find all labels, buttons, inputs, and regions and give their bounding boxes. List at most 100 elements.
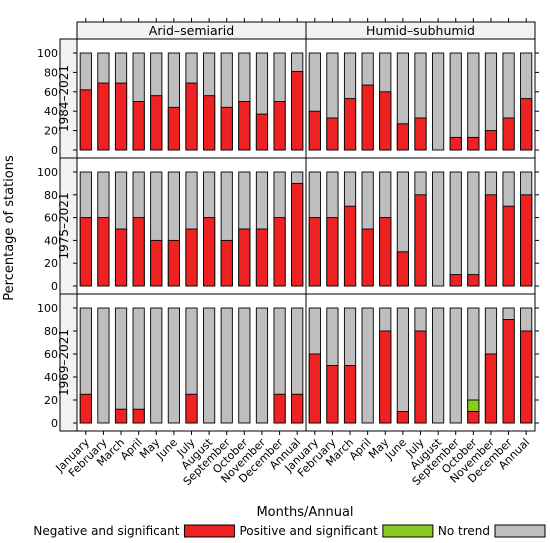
legend-swatch-positive-and-significant (382, 524, 434, 538)
x-axis-label: Months/Annual (256, 505, 353, 520)
y-tick-label: 80 (44, 66, 58, 79)
panel-2-0 (79, 307, 304, 424)
panels-layer (79, 52, 533, 424)
panel-2-1 (308, 307, 533, 424)
bar-positive-december (502, 205, 515, 287)
y-tick-label: 80 (44, 189, 58, 202)
bar-positive-annual (291, 182, 304, 287)
bar-positive-june (396, 411, 409, 424)
bar-positive-annual (520, 330, 533, 424)
y-tick-label: 100 (37, 166, 58, 179)
bar-positive-november (484, 194, 498, 287)
y-tick-label: 60 (44, 212, 58, 225)
bar-no-trend-september (220, 307, 233, 424)
bar-positive-november (255, 228, 269, 287)
y-tick-label: 20 (44, 257, 58, 270)
bar-positive-july (414, 117, 427, 151)
bar-positive-july (185, 82, 198, 151)
bar-no-trend-august (432, 171, 445, 287)
legend: Negative and significant Positive and sig… (33, 524, 546, 538)
bar-no-trend-september (449, 171, 462, 287)
bar-no-trend-august (432, 52, 445, 151)
bar-positive-december (273, 101, 286, 151)
bar-positive-january (308, 353, 321, 424)
panel-1-0 (79, 171, 304, 287)
bar-no-trend-october (467, 52, 480, 151)
y-tick-label: 100 (37, 302, 58, 315)
bar-positive-february (97, 82, 110, 151)
bar-positive-february (326, 117, 339, 151)
y-tick-label: 0 (51, 417, 58, 430)
bar-positive-march (343, 365, 357, 424)
bar-positive-september (220, 239, 233, 287)
bar-positive-annual (520, 98, 533, 151)
bar-positive-december (502, 117, 515, 151)
bar-positive-january (79, 217, 92, 287)
y-tick-label: 60 (44, 348, 58, 361)
bar-no-trend-may (150, 307, 163, 424)
bar-positive-march (114, 408, 128, 424)
bar-positive-march (114, 228, 128, 287)
bar-positive-march (343, 98, 357, 151)
bar-no-trend-august (203, 307, 216, 424)
bar-no-trend-november (255, 307, 269, 424)
y-tick-label: 100 (37, 47, 58, 60)
bar-positive-august (203, 217, 216, 287)
bar-positive-annual (520, 194, 533, 287)
row-label-1: 1975–2021 (57, 192, 71, 259)
bar-positive-july (414, 330, 427, 424)
legend-swatch-negative-and-significant (183, 524, 235, 538)
bar-no-trend-march (114, 307, 128, 424)
bar-positive-june (167, 106, 180, 151)
bar-no-trend-september (449, 307, 462, 424)
bar-positive-december (502, 319, 515, 424)
bar-positive-february (97, 217, 110, 287)
bar-no-trend-august (432, 307, 445, 424)
bar-positive-june (167, 239, 180, 287)
column-label-0: Arid–semiarid (149, 23, 234, 38)
legend-label-negative-and-significant: Negative and significant (33, 524, 179, 538)
bar-no-trend-june (396, 307, 409, 424)
panel-0-0 (79, 52, 304, 151)
row-label-2: 1969–2021 (57, 329, 71, 396)
bar-no-trend-september (449, 52, 462, 151)
bar-positive-october (238, 228, 251, 287)
y-tick-label: 40 (44, 105, 58, 118)
bar-positive-december (273, 393, 286, 424)
y-axis-label: Percentage of stations (2, 155, 17, 301)
bar-no-trend-april (361, 307, 374, 424)
bar-positive-september (449, 136, 462, 151)
row-label-0: 1984–2021 (57, 65, 71, 132)
bar-no-trend-june (167, 307, 180, 424)
bar-positive-november (484, 353, 498, 424)
bar-positive-october (467, 411, 480, 424)
bar-positive-september (220, 106, 233, 151)
bar-positive-october (238, 101, 251, 151)
bar-positive-february (326, 217, 339, 287)
bar-positive-may (150, 95, 163, 151)
bar-positive-november (484, 130, 498, 151)
bar-positive-august (203, 95, 216, 151)
bar-positive-april (132, 101, 145, 151)
bar-positive-april (132, 217, 145, 287)
bar-positive-june (396, 123, 409, 151)
bar-positive-april (361, 84, 374, 151)
bar-positive-october (467, 274, 480, 287)
y-tick-label: 0 (51, 280, 58, 293)
bar-no-trend-october (238, 307, 251, 424)
bar-positive-april (361, 228, 374, 287)
column-label-1: Humid–subhumid (366, 23, 475, 38)
bar-positive-march (343, 205, 357, 287)
bar-positive-may (379, 91, 392, 151)
bar-positive-january (308, 110, 321, 151)
bar-positive-march (114, 82, 128, 151)
panel-1-1 (308, 171, 533, 287)
bar-positive-october (467, 136, 480, 151)
y-tick-label: 20 (44, 125, 58, 138)
legend-label-no-trend: No trend (438, 524, 490, 538)
y-tick-label: 80 (44, 325, 58, 338)
bar-no-trend-april (132, 307, 145, 424)
bar-no-trend-february (97, 307, 110, 424)
bar-no-trend-october (467, 171, 480, 287)
y-tick-label: 20 (44, 394, 58, 407)
